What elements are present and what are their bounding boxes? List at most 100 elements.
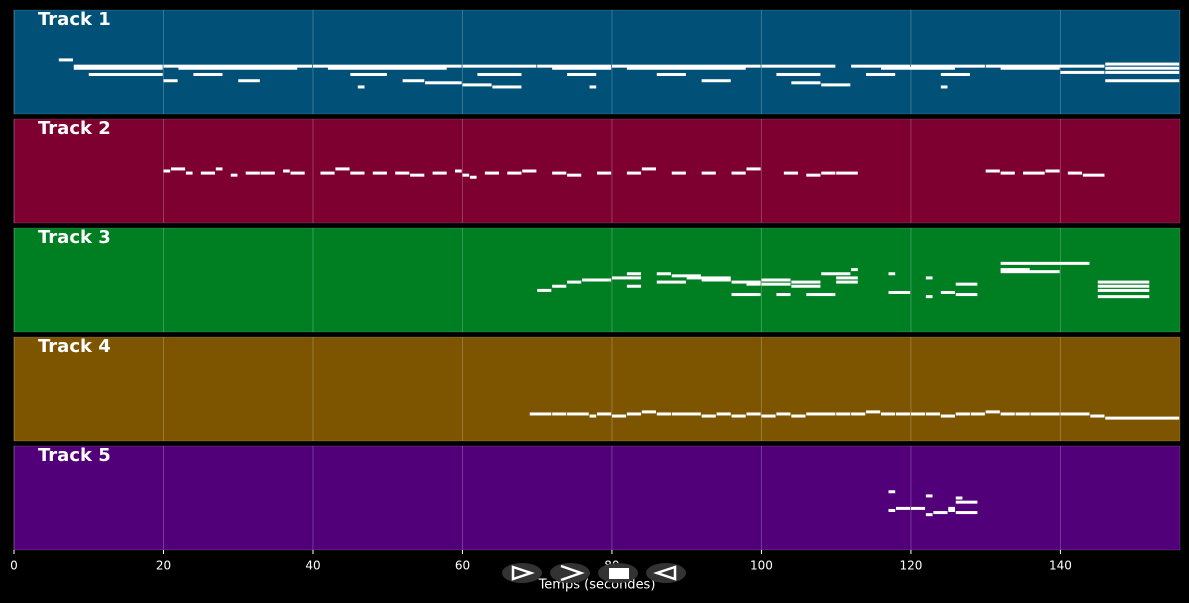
note xyxy=(582,278,612,282)
note xyxy=(462,64,537,68)
note xyxy=(701,79,731,83)
note xyxy=(611,276,642,280)
note xyxy=(163,64,313,68)
note xyxy=(895,506,911,510)
note xyxy=(851,412,866,416)
note xyxy=(1090,414,1105,418)
note xyxy=(58,58,73,62)
note xyxy=(791,414,806,418)
note xyxy=(312,64,462,68)
x-tick-label: 100 xyxy=(750,559,773,573)
note xyxy=(1000,66,1060,70)
note xyxy=(567,173,582,177)
note xyxy=(686,276,731,280)
note xyxy=(656,72,686,76)
note xyxy=(791,280,821,284)
note xyxy=(776,293,791,297)
track-name: Track 4 xyxy=(38,336,111,357)
track: Track 1 xyxy=(13,9,1181,115)
note xyxy=(626,412,642,416)
note xyxy=(1097,295,1150,299)
note xyxy=(327,66,447,70)
note xyxy=(567,412,589,416)
forward-button[interactable] xyxy=(550,563,590,583)
note xyxy=(955,496,963,500)
note xyxy=(716,412,731,416)
note xyxy=(507,171,522,175)
note xyxy=(925,513,933,517)
note xyxy=(589,414,597,418)
note xyxy=(701,414,716,418)
note xyxy=(776,72,821,76)
note xyxy=(170,167,186,171)
note xyxy=(791,81,821,85)
note xyxy=(1105,66,1180,70)
note xyxy=(985,64,1105,68)
note xyxy=(552,171,567,175)
x-tick-label: 20 xyxy=(156,559,171,573)
note xyxy=(866,72,896,76)
note xyxy=(462,173,470,177)
note xyxy=(910,412,926,416)
x-tick-label: 40 xyxy=(305,559,320,573)
note xyxy=(1097,280,1150,284)
note xyxy=(73,64,163,68)
note xyxy=(1105,70,1180,74)
note xyxy=(761,64,836,68)
track: Track 4 xyxy=(13,336,1181,442)
note xyxy=(806,293,836,297)
note xyxy=(1023,171,1045,175)
back-button[interactable] xyxy=(646,563,686,583)
note xyxy=(948,506,955,510)
note xyxy=(335,167,350,171)
note xyxy=(1067,171,1083,175)
note xyxy=(1000,270,1060,274)
note xyxy=(671,171,686,175)
note xyxy=(163,79,178,83)
note xyxy=(185,171,193,175)
note xyxy=(193,72,223,76)
note xyxy=(611,64,761,68)
note xyxy=(836,276,858,280)
note xyxy=(955,282,978,286)
play-button[interactable] xyxy=(502,563,542,583)
note xyxy=(888,290,911,294)
note xyxy=(731,414,746,418)
stop-button[interactable] xyxy=(598,563,638,583)
note xyxy=(1030,412,1060,416)
note xyxy=(761,414,776,418)
note xyxy=(940,290,955,294)
note xyxy=(925,494,933,498)
note xyxy=(955,511,978,515)
note xyxy=(1000,261,1090,265)
x-tick-label: 0 xyxy=(10,559,18,573)
note xyxy=(731,293,761,297)
track-name: Track 1 xyxy=(38,9,111,30)
note xyxy=(88,72,163,76)
track: Track 3 xyxy=(13,227,1181,333)
note xyxy=(567,280,582,284)
note xyxy=(245,171,260,175)
note xyxy=(469,175,477,179)
note xyxy=(522,169,537,173)
track-background xyxy=(13,9,1181,115)
note xyxy=(597,171,612,175)
note xyxy=(283,169,290,173)
note xyxy=(462,83,492,87)
track-background xyxy=(13,445,1181,551)
note xyxy=(410,173,425,177)
note xyxy=(933,511,948,515)
note xyxy=(290,171,305,175)
x-tick-label: 60 xyxy=(455,559,470,573)
note xyxy=(888,490,896,494)
note xyxy=(537,64,612,68)
note xyxy=(611,414,627,418)
note xyxy=(357,85,365,89)
note xyxy=(1015,412,1030,416)
track-name: Track 5 xyxy=(38,445,111,466)
note xyxy=(626,284,642,288)
note xyxy=(881,412,896,416)
note xyxy=(731,171,746,175)
note xyxy=(701,278,731,282)
